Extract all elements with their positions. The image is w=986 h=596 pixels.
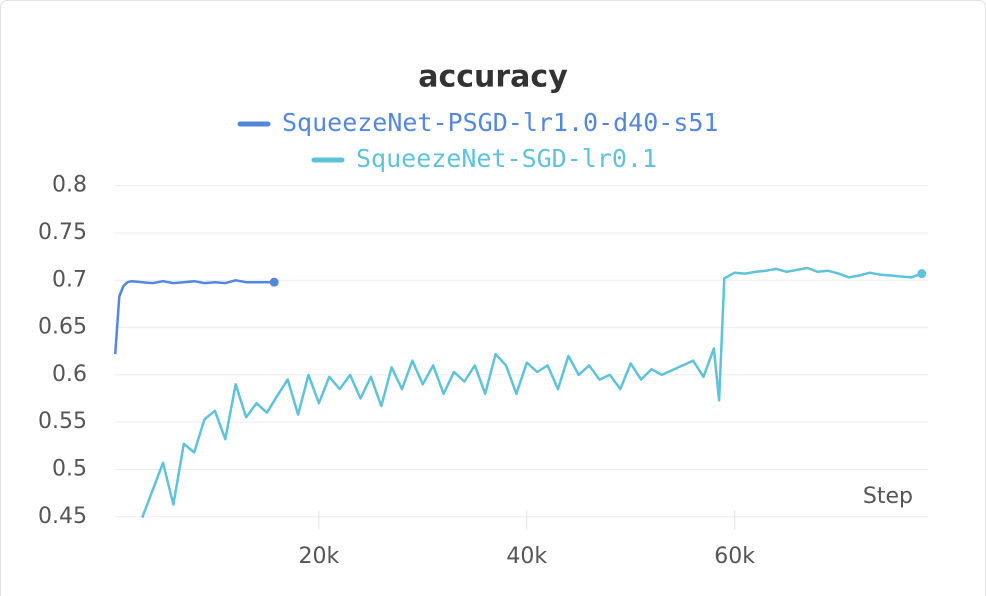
y-tick-label: 0.65 [38,315,87,340]
y-tick-label: 0.5 [52,456,87,481]
y-tick-label: 0.75 [38,220,87,245]
data-line [141,266,923,519]
y-tick-label: 0.45 [38,504,87,529]
legend-label: SqueezeNet-SGD-lr0.1 [356,144,657,173]
y-tick-label: 0.7 [52,267,87,292]
x-tick-label: 20k [299,544,340,569]
chart-title: accuracy [418,60,568,95]
legend-label: SqueezeNet-PSGD-lr1.0-d40-s51 [282,108,719,137]
x-tick-label: 40k [506,544,547,569]
end-point [269,277,279,287]
y-tick-label: 0.8 [52,173,87,198]
data-line [113,279,275,355]
x-tick-label: 60k [714,544,755,569]
x-axis-label: Step [863,484,913,509]
end-point [917,269,927,279]
y-tick-label: 0.55 [38,409,87,434]
y-tick-label: 0.6 [52,362,87,387]
